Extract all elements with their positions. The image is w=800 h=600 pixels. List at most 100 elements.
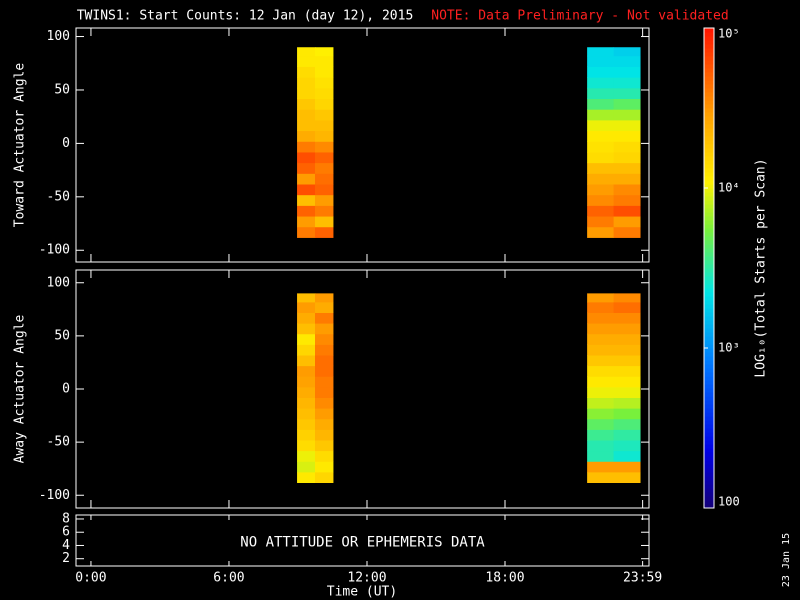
heatmap-cell xyxy=(314,333,334,345)
heatmap-cell xyxy=(613,301,641,313)
heatmap-cell xyxy=(613,130,641,142)
heatmap-cell xyxy=(314,216,334,228)
heatmap-cell xyxy=(297,293,316,303)
heatmap-cell xyxy=(297,386,316,398)
x-tick-label: 6:00 xyxy=(213,571,244,586)
colorbar-swatch xyxy=(704,220,714,225)
colorbar-swatch xyxy=(704,308,714,313)
heatmap-cell xyxy=(314,355,334,367)
colorbar-swatch xyxy=(704,360,714,365)
colorbar-swatch xyxy=(704,356,714,361)
heatmap-cell xyxy=(613,66,641,78)
heatmap-cell xyxy=(587,333,615,345)
heatmap-cell xyxy=(314,323,334,335)
heatmap-cell xyxy=(587,205,615,217)
heatmap-cell xyxy=(613,333,641,345)
colorbar-swatch xyxy=(704,192,714,197)
heatmap-cell xyxy=(314,450,334,462)
colorbar-swatch xyxy=(704,120,714,125)
chart-title: TWINS1: Start Counts: 12 Jan (day 12), 2… xyxy=(77,9,414,24)
heatmap-cell xyxy=(297,226,316,238)
colorbar-swatch xyxy=(704,328,714,333)
heatmap-cell xyxy=(297,98,316,110)
colorbar-tick-label: 10³ xyxy=(718,341,740,355)
colorbar-swatch xyxy=(704,468,714,473)
colorbar-swatch xyxy=(704,92,714,97)
heatmap-cell xyxy=(314,151,334,164)
y-tick-label: 50 xyxy=(54,82,70,97)
colorbar-swatch xyxy=(704,52,714,57)
annotation: NO ATTITUDE OR EPHEMERIS DATA xyxy=(240,535,485,551)
colorbar-swatch xyxy=(704,256,714,261)
colorbar-swatch xyxy=(704,296,714,301)
colorbar-swatch xyxy=(704,268,714,273)
heatmap-cell xyxy=(297,205,316,217)
colorbar-swatch xyxy=(704,408,714,413)
x-tick-label: 18:00 xyxy=(485,571,524,586)
colorbar-swatch xyxy=(704,452,714,457)
y-axis-label: Away Actuator Angle xyxy=(13,314,28,463)
colorbar-swatch xyxy=(704,152,714,157)
heatmap-cell xyxy=(297,333,316,345)
colorbar-swatch xyxy=(704,432,714,437)
heatmap-cell xyxy=(297,450,316,462)
heatmap-cell xyxy=(314,386,334,398)
colorbar-swatch xyxy=(704,376,714,381)
colorbar-swatch xyxy=(704,400,714,405)
colorbar-swatch xyxy=(704,488,714,493)
colorbar-swatch xyxy=(704,380,714,385)
heatmap-cell xyxy=(587,109,615,121)
heatmap-cell xyxy=(587,301,615,313)
colorbar-swatch xyxy=(704,280,714,285)
colorbar-swatch xyxy=(704,324,714,329)
colorbar-swatch xyxy=(704,312,714,317)
heatmap-cell xyxy=(297,471,316,483)
heatmap-cell xyxy=(587,429,615,441)
y-tick-label: -50 xyxy=(47,189,70,204)
colorbar-swatch xyxy=(704,384,714,389)
heatmap-cell xyxy=(297,365,316,377)
colorbar-swatch xyxy=(704,248,714,253)
heatmap-cell xyxy=(314,429,334,441)
heatmap-cell xyxy=(314,119,334,132)
colorbar-swatch xyxy=(704,332,714,337)
colorbar-swatch xyxy=(704,136,714,141)
colorbar-swatch xyxy=(704,476,714,481)
colorbar-swatch xyxy=(704,500,714,505)
heatmap-cell xyxy=(587,141,615,153)
heatmap-cell xyxy=(587,312,615,324)
colorbar-swatch xyxy=(704,32,714,37)
colorbar-swatch xyxy=(704,132,714,137)
colorbar-swatch xyxy=(704,484,714,489)
colorbar-tick-label: 100 xyxy=(718,495,740,509)
colorbar-swatch xyxy=(704,480,714,485)
heatmap-cell xyxy=(613,226,641,238)
heatmap-cell xyxy=(314,205,334,217)
y-tick-label: -100 xyxy=(39,243,70,258)
colorbar-swatch xyxy=(704,404,714,409)
heatmap-cell xyxy=(314,461,334,473)
colorbar-swatch xyxy=(704,244,714,249)
colorbar-swatch xyxy=(704,128,714,133)
heatmap-cell xyxy=(297,312,316,324)
heatmap-cell xyxy=(587,47,615,57)
y-tick-label: 6 xyxy=(62,525,70,540)
colorbar-swatch xyxy=(704,456,714,461)
colorbar-swatch xyxy=(704,464,714,469)
heatmap-cell xyxy=(314,55,334,67)
panel-frame xyxy=(75,269,650,509)
heatmap-cell xyxy=(587,386,615,398)
heatmap-cell xyxy=(613,461,641,473)
heatmap-cell xyxy=(613,440,641,452)
note: NOTE: Data Preliminary - Not validated xyxy=(431,9,728,24)
x-tick-label: 0:00 xyxy=(75,571,106,586)
heatmap-cell xyxy=(297,173,316,185)
heatmap-cell xyxy=(314,301,334,313)
heatmap-cell xyxy=(297,87,316,100)
heatmap-cell xyxy=(587,344,615,356)
date-stamp: 23 Jan 15 xyxy=(781,533,792,587)
heatmap-cell xyxy=(613,293,641,303)
y-tick-label: 100 xyxy=(47,29,70,44)
colorbar-swatch xyxy=(704,212,714,217)
colorbar-swatch xyxy=(704,496,714,501)
